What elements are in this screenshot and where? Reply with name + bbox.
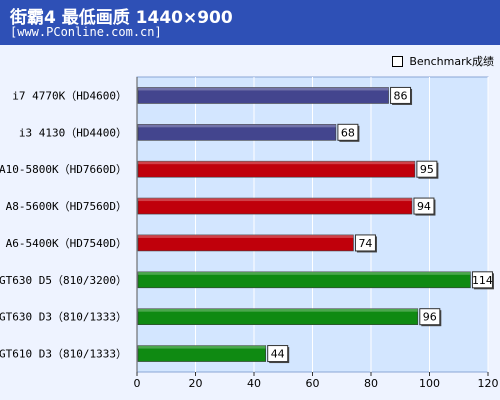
data-label-box xyxy=(419,308,441,326)
data-label: 86 xyxy=(394,89,408,102)
data-label-box xyxy=(267,345,289,363)
bar xyxy=(137,271,471,289)
category-label: GT610 D3（810/1333） xyxy=(0,348,127,361)
chart-source: [www.PConline.com.cn] xyxy=(10,25,162,39)
category-label: i7 4770K（HD4600） xyxy=(12,89,127,102)
category-label: GT630 D5（810/3200） xyxy=(0,274,127,287)
bar-highlight xyxy=(138,124,336,128)
x-tick-label: 60 xyxy=(306,377,320,390)
bar xyxy=(137,345,266,362)
bar-highlight xyxy=(138,271,471,275)
bar xyxy=(137,197,413,215)
data-label: 96 xyxy=(423,311,437,324)
data-label: 95 xyxy=(420,163,434,176)
bar xyxy=(137,160,416,178)
bar-highlight xyxy=(138,87,389,91)
x-tick-label: 80 xyxy=(364,377,378,390)
data-label-box xyxy=(337,123,359,141)
bar xyxy=(137,234,354,252)
data-label-box xyxy=(413,197,435,215)
bar-highlight xyxy=(138,308,418,312)
x-tick-label: 100 xyxy=(419,377,440,390)
data-label: 44 xyxy=(271,348,285,361)
category-label: A8-5600K（HD7560D） xyxy=(6,200,127,213)
category-label: A6-5400K（HD7540D） xyxy=(6,237,127,250)
x-tick-label: 40 xyxy=(247,377,261,390)
data-label: 68 xyxy=(341,126,355,139)
category-label: i3 4130（HD4400） xyxy=(19,126,127,139)
x-tick-label: 0 xyxy=(134,377,141,390)
x-tick-label: 20 xyxy=(189,377,203,390)
legend-swatch xyxy=(392,55,404,67)
bar-highlight xyxy=(138,234,354,238)
legend-label: Benchmark成绩 xyxy=(409,55,494,68)
category-label: GT630 D3（810/1333） xyxy=(0,311,127,324)
data-label-box xyxy=(471,271,493,289)
bar xyxy=(137,308,419,325)
bar-highlight xyxy=(138,345,266,349)
data-label-box xyxy=(416,160,438,178)
bar xyxy=(137,124,337,141)
data-label: 114 xyxy=(472,274,493,287)
bar xyxy=(137,87,389,104)
category-label: A10-5800K（HD7660D） xyxy=(0,163,127,176)
bar-highlight xyxy=(138,198,412,202)
data-label-box xyxy=(354,234,376,252)
x-tick-label: 120 xyxy=(478,377,499,390)
chart-title: 街霸4 最低画质 1440×900 xyxy=(10,8,233,28)
data-label: 74 xyxy=(358,237,372,250)
bar-highlight xyxy=(138,161,415,165)
data-label-box xyxy=(390,86,412,104)
data-label: 94 xyxy=(417,200,431,213)
legend: Benchmark成绩 xyxy=(392,53,494,69)
